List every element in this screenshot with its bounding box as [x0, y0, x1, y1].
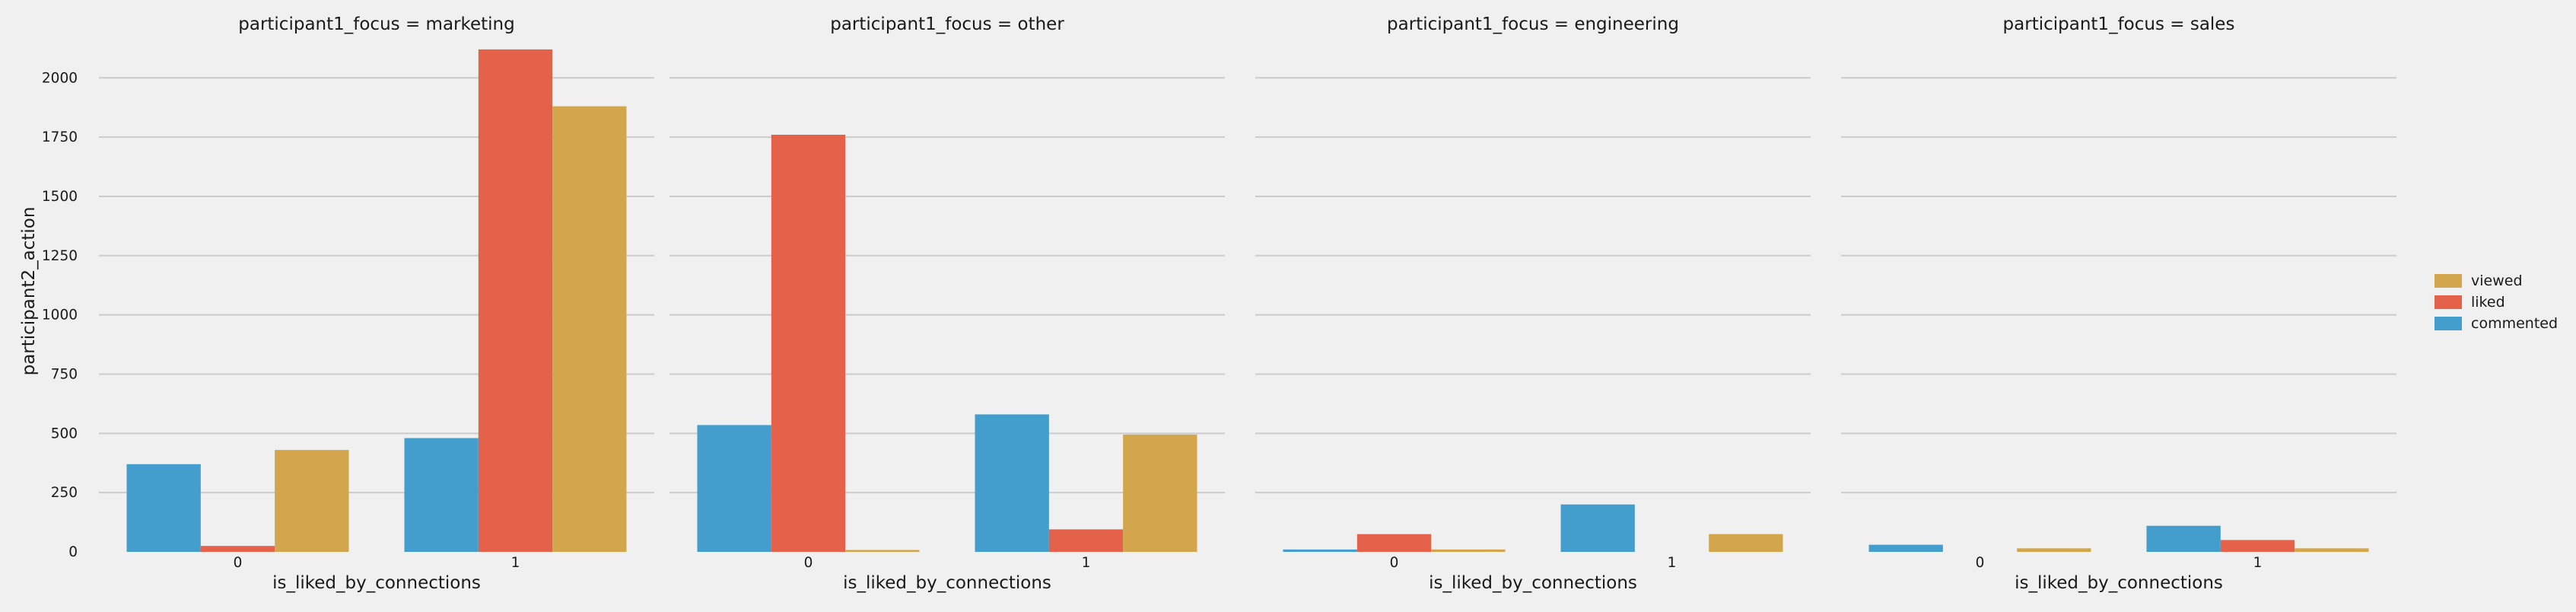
bar-viewed-cat1 [552, 106, 627, 553]
bar-viewed-cat0 [2017, 548, 2091, 552]
bar-commented-cat0 [1868, 544, 1943, 552]
bar-commented-cat0 [1283, 549, 1357, 552]
x-tick-label: 0 [234, 555, 243, 571]
panel-title-2: participant1_focus = engineering [1387, 14, 1679, 34]
x-tick-label: 1 [511, 555, 520, 571]
bar-liked-cat0 [200, 546, 275, 552]
y-tick-label: 1500 [42, 189, 78, 205]
bar-liked-cat0 [771, 135, 846, 552]
bar-viewed-cat1 [1709, 534, 1783, 552]
bar-viewed-cat0 [845, 550, 920, 552]
legend-label-liked: liked [2471, 294, 2505, 311]
legend-label-viewed: viewed [2471, 273, 2523, 289]
y-tick-label: 0 [68, 544, 78, 560]
bar-liked-cat1 [1048, 529, 1124, 552]
panel-title-1: participant1_focus = other [830, 14, 1064, 34]
x-axis-label-0: is_liked_by_connections [272, 573, 481, 593]
y-tick-label: 2000 [42, 70, 78, 86]
bar-commented-cat1 [975, 414, 1049, 552]
y-tick-label: 500 [51, 426, 78, 441]
bar-commented-cat1 [1560, 504, 1635, 552]
legend-swatch-liked [2434, 295, 2462, 309]
bar-commented-cat0 [697, 425, 771, 552]
y-tick-label: 750 [51, 366, 78, 382]
x-tick-label: 1 [1082, 555, 1091, 571]
bar-viewed-cat1 [1123, 434, 1197, 552]
panel-title-3: participant1_focus = sales [2003, 14, 2235, 34]
y-axis-label: participant2_action [19, 207, 39, 376]
x-axis-label-2: is_liked_by_connections [1429, 573, 1637, 593]
y-tick-label: 1750 [42, 129, 78, 145]
legend-label-commented: commented [2471, 315, 2558, 332]
bar-viewed-cat0 [1431, 549, 1506, 552]
bar-liked-cat1 [478, 49, 553, 553]
bar-commented-cat1 [404, 438, 479, 552]
bar-commented-cat0 [126, 464, 201, 552]
x-tick-label: 0 [1390, 555, 1399, 571]
x-tick-label: 0 [1976, 555, 1985, 571]
bar-viewed-cat1 [2295, 548, 2369, 552]
y-tick-label: 1000 [42, 308, 78, 324]
x-tick-label: 1 [2253, 555, 2263, 571]
y-tick-label: 250 [51, 485, 78, 501]
x-axis-label-3: is_liked_by_connections [2015, 573, 2223, 593]
bar-commented-cat1 [2146, 525, 2221, 552]
x-axis-label-1: is_liked_by_connections [843, 573, 1051, 593]
x-tick-label: 0 [804, 555, 813, 571]
bar-viewed-cat0 [275, 450, 349, 552]
panel-title-0: participant1_focus = marketing [238, 14, 514, 34]
y-tick-label: 1250 [42, 248, 78, 264]
legend-swatch-commented [2434, 317, 2462, 330]
bar-liked-cat1 [2220, 540, 2295, 552]
legend-swatch-viewed [2434, 274, 2462, 288]
x-tick-label: 1 [1668, 555, 1677, 571]
bar-liked-cat0 [1356, 534, 1432, 552]
